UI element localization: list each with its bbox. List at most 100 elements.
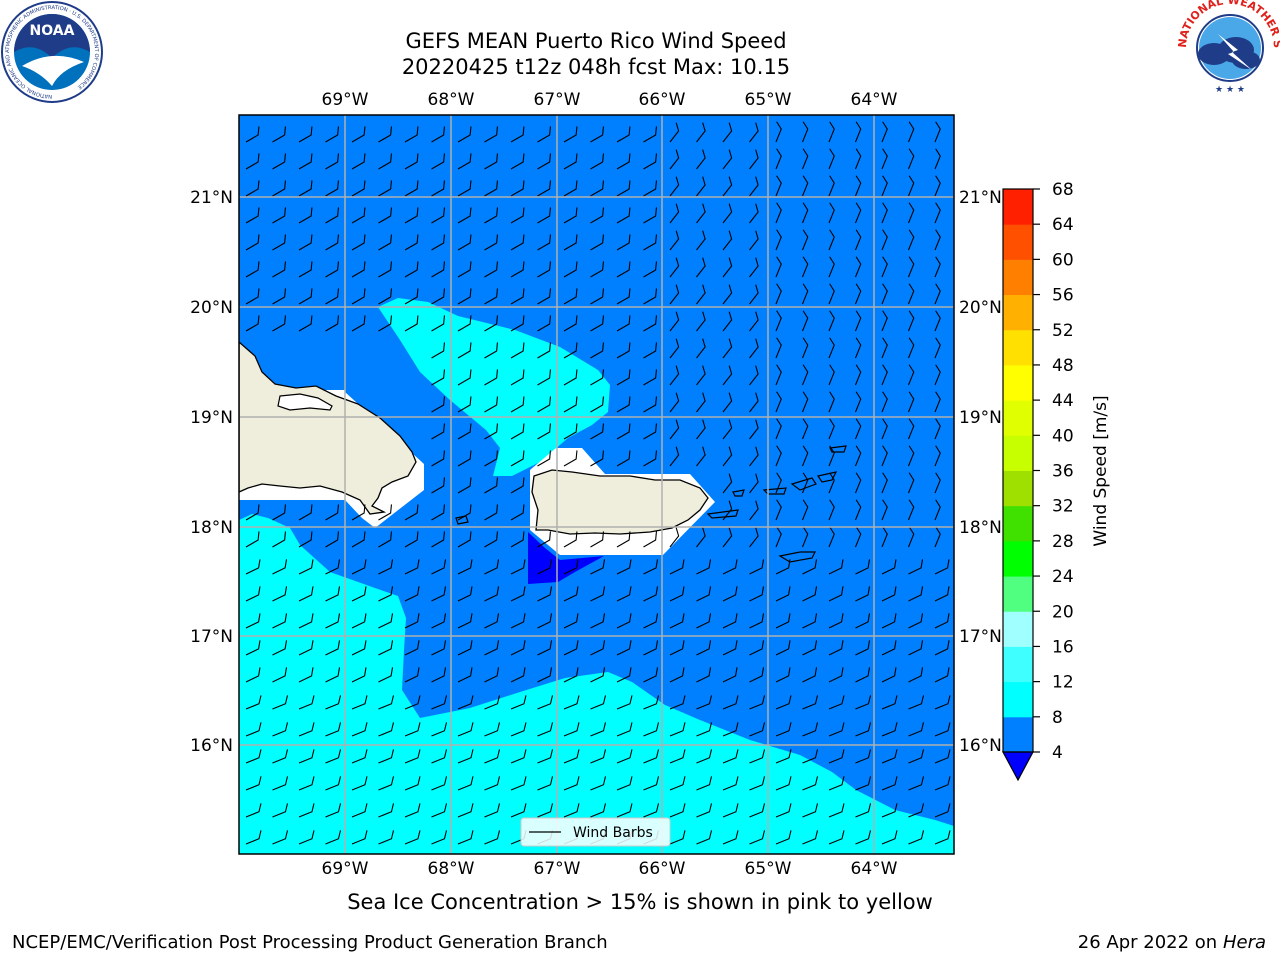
wind-barb [298, 504, 313, 521]
wind-barb [563, 315, 578, 332]
wind-barb [775, 776, 792, 791]
wind-barb [325, 695, 342, 710]
wind-barb [537, 153, 552, 170]
wind-barb [431, 776, 448, 791]
wind-barb [563, 695, 580, 710]
wind-barb [749, 311, 759, 332]
wind-barb [616, 234, 631, 251]
wind-barb [907, 337, 915, 359]
wind-barb [616, 559, 632, 575]
wind-barb [881, 667, 897, 683]
wind-barb [643, 559, 659, 575]
wind-barb [378, 586, 394, 602]
wind-barb [404, 126, 419, 143]
wind-barb [404, 288, 419, 305]
land-hispaniola [239, 341, 417, 515]
wind-barb [828, 559, 844, 575]
wind-barb [881, 613, 897, 629]
wind-barb [854, 391, 862, 413]
wind-barb [510, 153, 525, 170]
wind-barb [907, 499, 915, 521]
wind-barb [563, 586, 579, 602]
wind-barb [669, 176, 680, 197]
wind-barb [431, 722, 448, 737]
wind-barb [351, 830, 368, 845]
wind-barb [431, 261, 446, 278]
wind-barb [325, 722, 342, 737]
wind-barb [828, 229, 835, 251]
svg-text:NATIONAL WEATHER SERVICE: NATIONAL WEATHER SERVICE [0, 0, 1280, 49]
wind-barb [616, 369, 631, 386]
wind-barb [616, 586, 632, 602]
wind-barb [431, 613, 447, 629]
wind-barb [828, 667, 844, 683]
wind-barb [510, 450, 525, 467]
svg-text:68°W: 68°W [428, 90, 475, 110]
wind-zone-south [239, 514, 954, 854]
wind-barb [775, 695, 792, 710]
wind-barb [828, 803, 845, 818]
wind-barb [404, 749, 421, 764]
wind-barb [934, 418, 941, 440]
wind-barb [696, 749, 713, 764]
wind-barb [325, 315, 340, 332]
wind-barb [669, 446, 680, 467]
wind-barb [590, 423, 605, 440]
wind-barb [749, 559, 765, 575]
wind-barb [537, 369, 552, 386]
wind-barb [881, 586, 897, 602]
wind-barb [828, 445, 835, 467]
svg-text:19°N: 19°N [190, 408, 233, 428]
wind-barb [801, 148, 809, 170]
wind-barb [722, 338, 733, 359]
wind-barb [616, 776, 633, 791]
svg-text:67°W: 67°W [534, 90, 581, 110]
wind-barb [351, 126, 366, 143]
wind-barb [643, 586, 659, 602]
wind-barb [616, 423, 631, 440]
wind-barb [696, 695, 713, 710]
wind-barb [749, 500, 759, 521]
wind-barb [298, 207, 313, 224]
wind-barb [457, 207, 472, 224]
wind-barb [272, 695, 289, 710]
wind-barb [616, 207, 631, 224]
wind-barb [245, 695, 262, 710]
wind-barb [801, 337, 809, 359]
wind-barb [404, 234, 419, 251]
wind-barb [563, 613, 579, 629]
wind-barb [775, 803, 792, 818]
colorbar-tick-label: 36 [1052, 462, 1074, 482]
wind-barb [908, 640, 924, 656]
wind-barb [669, 695, 686, 710]
wind-barb [749, 640, 765, 656]
colorbar-tick-label: 48 [1052, 356, 1074, 376]
wind-barb [272, 531, 287, 548]
land-puerto-rico [531, 469, 709, 535]
island-vieques [706, 509, 739, 519]
wind-barb [590, 667, 606, 683]
wind-barb [854, 283, 862, 305]
wind-barb [272, 776, 289, 791]
wind-barb [908, 722, 925, 737]
svg-text:68°W: 68°W [428, 859, 475, 879]
wind-barb [881, 695, 898, 710]
wind-barb [484, 830, 501, 845]
wind-barb [669, 392, 680, 413]
wind-barb [881, 364, 888, 386]
wind-barb [722, 473, 733, 494]
wind-barb [590, 722, 607, 737]
wind-barb [854, 418, 862, 440]
wind-barb [934, 364, 941, 386]
colorbar-band [1003, 505, 1033, 542]
wind-barb [484, 531, 499, 548]
wind-barb [775, 445, 782, 467]
wind-barb [828, 310, 835, 332]
svg-text:20°N: 20°N [959, 298, 1002, 318]
svg-text:21°N: 21°N [190, 188, 233, 208]
wind-barb [245, 315, 260, 332]
wind-barb [722, 830, 739, 845]
wind-barb [590, 234, 605, 251]
svg-text:67°W: 67°W [534, 859, 581, 879]
colorbar-band [1003, 646, 1033, 683]
